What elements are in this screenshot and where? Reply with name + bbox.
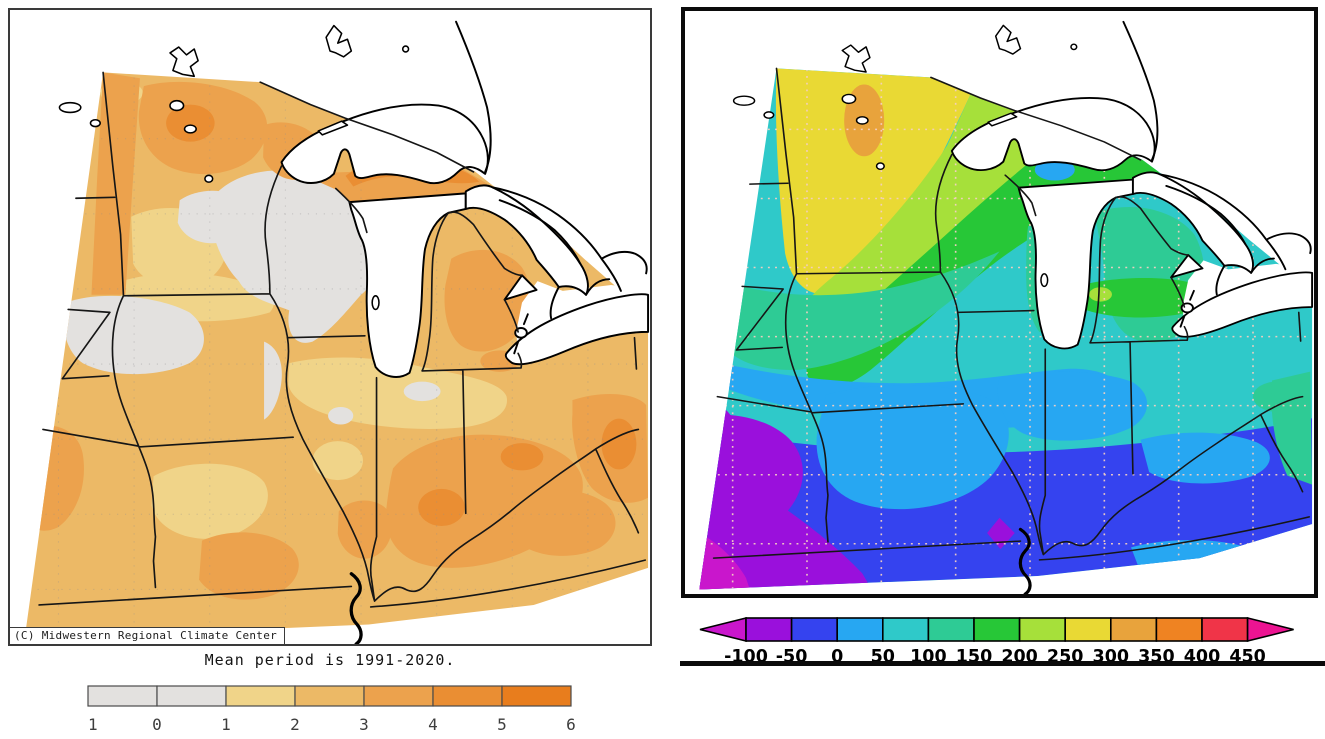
left-map-caption: Mean period is 1991-2020. xyxy=(204,651,456,669)
colorbar-segment xyxy=(973,617,1021,642)
colorbar-tick: 6 xyxy=(566,715,576,734)
left-anomaly-patches xyxy=(24,72,649,640)
colorbar-arrow-right xyxy=(1246,616,1294,643)
colorbar-segment xyxy=(294,685,365,707)
colorbar-segment xyxy=(1018,617,1067,642)
colorbar-segment xyxy=(225,685,296,707)
colorbar-tick: 1 xyxy=(221,715,231,734)
left-map-panel: (C) Midwestern Regional Climate Center xyxy=(8,8,652,646)
right-colorbar: -100 -50 0 50 100 150 200 250 300 350 400 450 xyxy=(699,616,1294,667)
colorbar-segment xyxy=(927,617,975,642)
colorbar-arrow-left xyxy=(699,616,747,643)
bottom-rule xyxy=(680,661,1325,666)
colorbar-segment xyxy=(432,685,503,707)
colorbar-segment xyxy=(745,617,793,642)
copyright-box: (C) Midwestern Regional Climate Center xyxy=(9,627,286,645)
colorbar-segment xyxy=(156,685,227,707)
colorbar-tick: 3 xyxy=(359,715,369,734)
colorbar-segment xyxy=(1155,617,1203,642)
left-map-temperature-departure xyxy=(24,10,650,644)
colorbar-segment xyxy=(836,617,884,642)
colorbar-segment xyxy=(1064,617,1112,642)
colorbar-tick: -1 xyxy=(86,715,98,734)
colorbar-tick: 0 xyxy=(152,715,162,734)
colorbar-segment xyxy=(501,685,572,707)
colorbar-tick: 5 xyxy=(497,715,507,734)
left-colorbar: -1 0 1 2 3 4 5 6 xyxy=(86,685,576,734)
colorbar-segment xyxy=(882,617,930,642)
colorbar-segment xyxy=(363,685,434,707)
copyright-text: (C) Midwestern Regional Climate Center xyxy=(14,629,278,642)
colorbar-segment xyxy=(87,685,158,707)
right-map-degree-day-departure xyxy=(699,11,1314,594)
colorbar-segment xyxy=(1109,617,1158,642)
colorbar-segment xyxy=(790,617,838,642)
colorbar-segment xyxy=(1201,617,1249,642)
colorbar-tick: 4 xyxy=(428,715,438,734)
colorbar-tick: 2 xyxy=(290,715,300,734)
right-map-panel xyxy=(681,7,1318,598)
